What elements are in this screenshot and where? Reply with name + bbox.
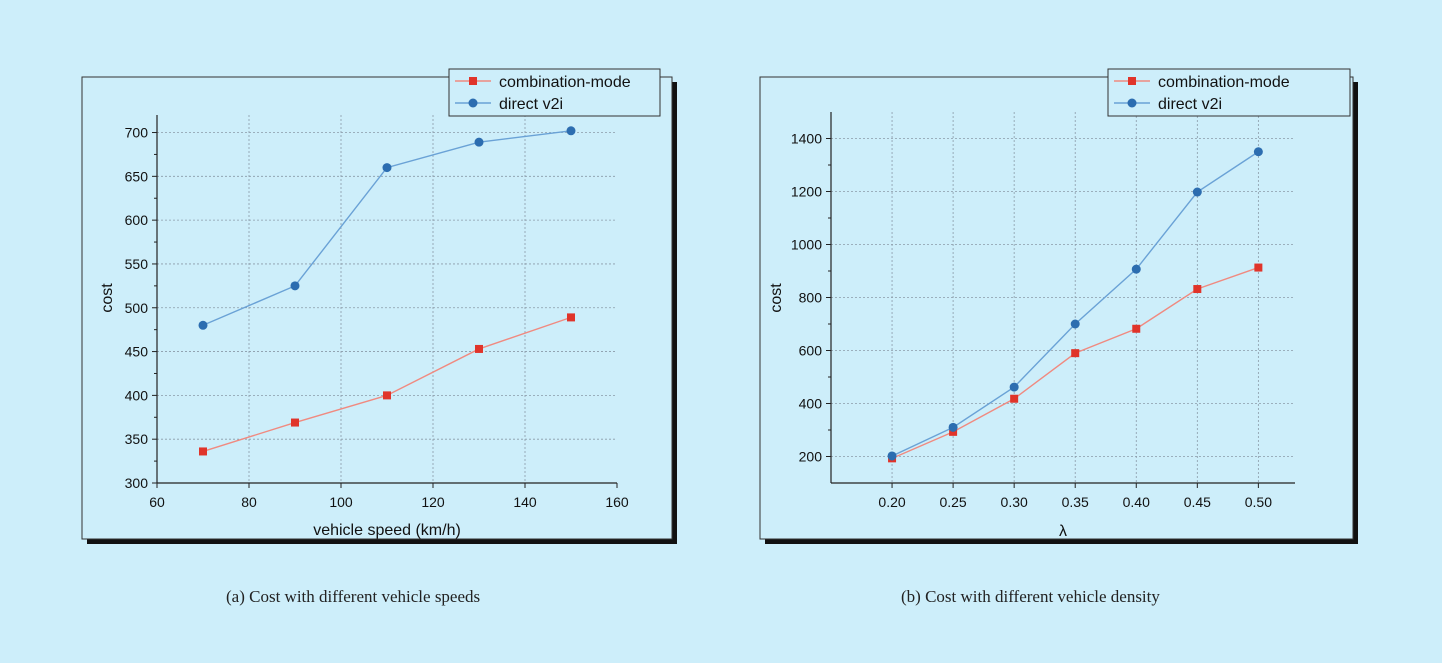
x-tick-label: 0.25 [939, 494, 966, 510]
data-point-square [383, 391, 391, 400]
data-point-circle [566, 126, 576, 136]
data-point-circle [382, 163, 392, 173]
legend-label: combination-mode [1158, 74, 1290, 91]
y-tick-label: 200 [799, 449, 823, 465]
data-point-square [199, 447, 207, 456]
data-point-square [1254, 263, 1263, 272]
y-tick-label: 1000 [791, 237, 822, 253]
legend-marker [468, 98, 478, 108]
x-tick-label: 80 [241, 494, 257, 510]
y-tick-label: 650 [125, 168, 149, 184]
y-tick-label: 400 [125, 387, 149, 403]
x-tick-label: 0.45 [1184, 494, 1211, 510]
y-tick-label: 300 [125, 475, 149, 491]
y-tick-label: 350 [125, 431, 149, 447]
caption-a: (a) Cost with different vehicle speeds [226, 587, 481, 606]
data-point-square [1010, 394, 1019, 403]
data-point-square [291, 418, 299, 427]
x-tick-label: 0.20 [878, 494, 905, 510]
data-point-circle [198, 320, 208, 330]
y-axis-label: cost [768, 283, 785, 313]
y-tick-label: 700 [125, 125, 149, 141]
x-tick-label: 140 [513, 494, 537, 510]
x-tick-label: 0.35 [1062, 494, 1089, 510]
x-tick-label: 0.40 [1123, 494, 1150, 510]
x-tick-label: 0.30 [1001, 494, 1028, 510]
y-tick-label: 400 [799, 396, 823, 412]
y-tick-label: 800 [799, 290, 823, 306]
x-tick-label: 100 [329, 494, 353, 510]
data-point-circle [1070, 319, 1080, 329]
legend-label: direct v2i [1158, 96, 1222, 113]
legend-marker [469, 77, 477, 85]
data-point-circle [1192, 187, 1202, 197]
data-point-circle [948, 422, 958, 432]
legend-box [448, 68, 661, 117]
data-point-square [949, 427, 958, 436]
y-tick-label: 500 [125, 300, 149, 316]
y-tick-label: 550 [125, 256, 149, 272]
data-point-square [1132, 324, 1141, 333]
legend-marker [1128, 77, 1136, 85]
x-tick-label: 160 [605, 494, 629, 510]
data-point-circle [290, 281, 300, 291]
x-tick-label: 60 [149, 494, 165, 510]
data-point-circle [1253, 147, 1263, 157]
x-axis-label: λ [1059, 523, 1067, 540]
x-axis-label: vehicle speed (km/h) [313, 522, 461, 539]
data-point-circle [474, 137, 484, 147]
x-tick-label: 0.50 [1245, 494, 1272, 510]
plot-frame [759, 76, 1354, 540]
y-tick-label: 600 [125, 212, 149, 228]
data-point-square [1193, 285, 1202, 294]
legend-marker [1127, 98, 1137, 108]
y-axis-label: cost [99, 283, 116, 313]
y-tick-label: 1200 [791, 184, 822, 200]
x-tick-label: 120 [421, 494, 445, 510]
y-tick-label: 1400 [791, 131, 822, 147]
legend-label: direct v2i [499, 96, 563, 113]
data-point-circle [887, 451, 897, 461]
y-tick-label: 450 [125, 344, 149, 360]
data-point-circle [1009, 382, 1019, 392]
caption-b: (b) Cost with different vehicle density [901, 587, 1160, 606]
data-point-square [567, 313, 575, 322]
legend-box [1107, 68, 1351, 117]
data-point-square [1071, 349, 1080, 358]
chart-panel-b: 200 400 600 800 1000 1200 1400 0.20 0.25 0.30 0.35… [759, 68, 1358, 544]
y-tick-label: 600 [799, 343, 823, 359]
data-point-circle [1131, 264, 1141, 274]
chart-panel-a: 300 350 400 450 500 550 600 650 700 60 80 100 120 140… [81, 68, 677, 544]
data-point-square [475, 344, 483, 353]
legend-label: combination-mode [499, 74, 631, 91]
